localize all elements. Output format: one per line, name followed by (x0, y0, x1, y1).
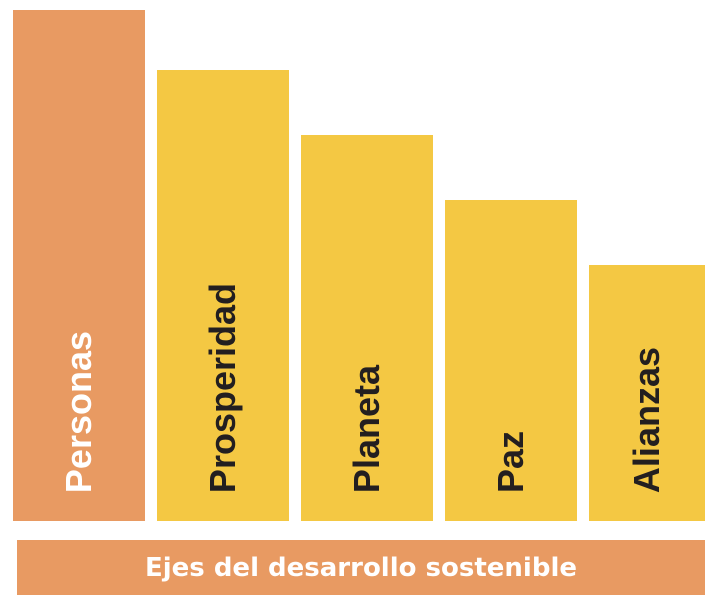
pillar-personas: Personas (13, 10, 145, 521)
pillar-prosperidad: Prosperidad (157, 70, 289, 521)
pillar-paz: Paz (445, 200, 577, 521)
base-bar: Ejes del desarrollo sostenible (17, 540, 705, 595)
pillar-label-paz: Paz (490, 430, 531, 493)
pillar-label-personas: Personas (58, 330, 99, 493)
pillar-alianzas: Alianzas (589, 265, 705, 521)
pillar-planeta: Planeta (301, 135, 433, 521)
pillar-label-prosperidad: Prosperidad (202, 282, 243, 493)
base-label: Ejes del desarrollo sostenible (144, 552, 577, 583)
pillar-label-alianzas: Alianzas (626, 346, 667, 493)
pillar-label-planeta: Planeta (346, 364, 387, 493)
